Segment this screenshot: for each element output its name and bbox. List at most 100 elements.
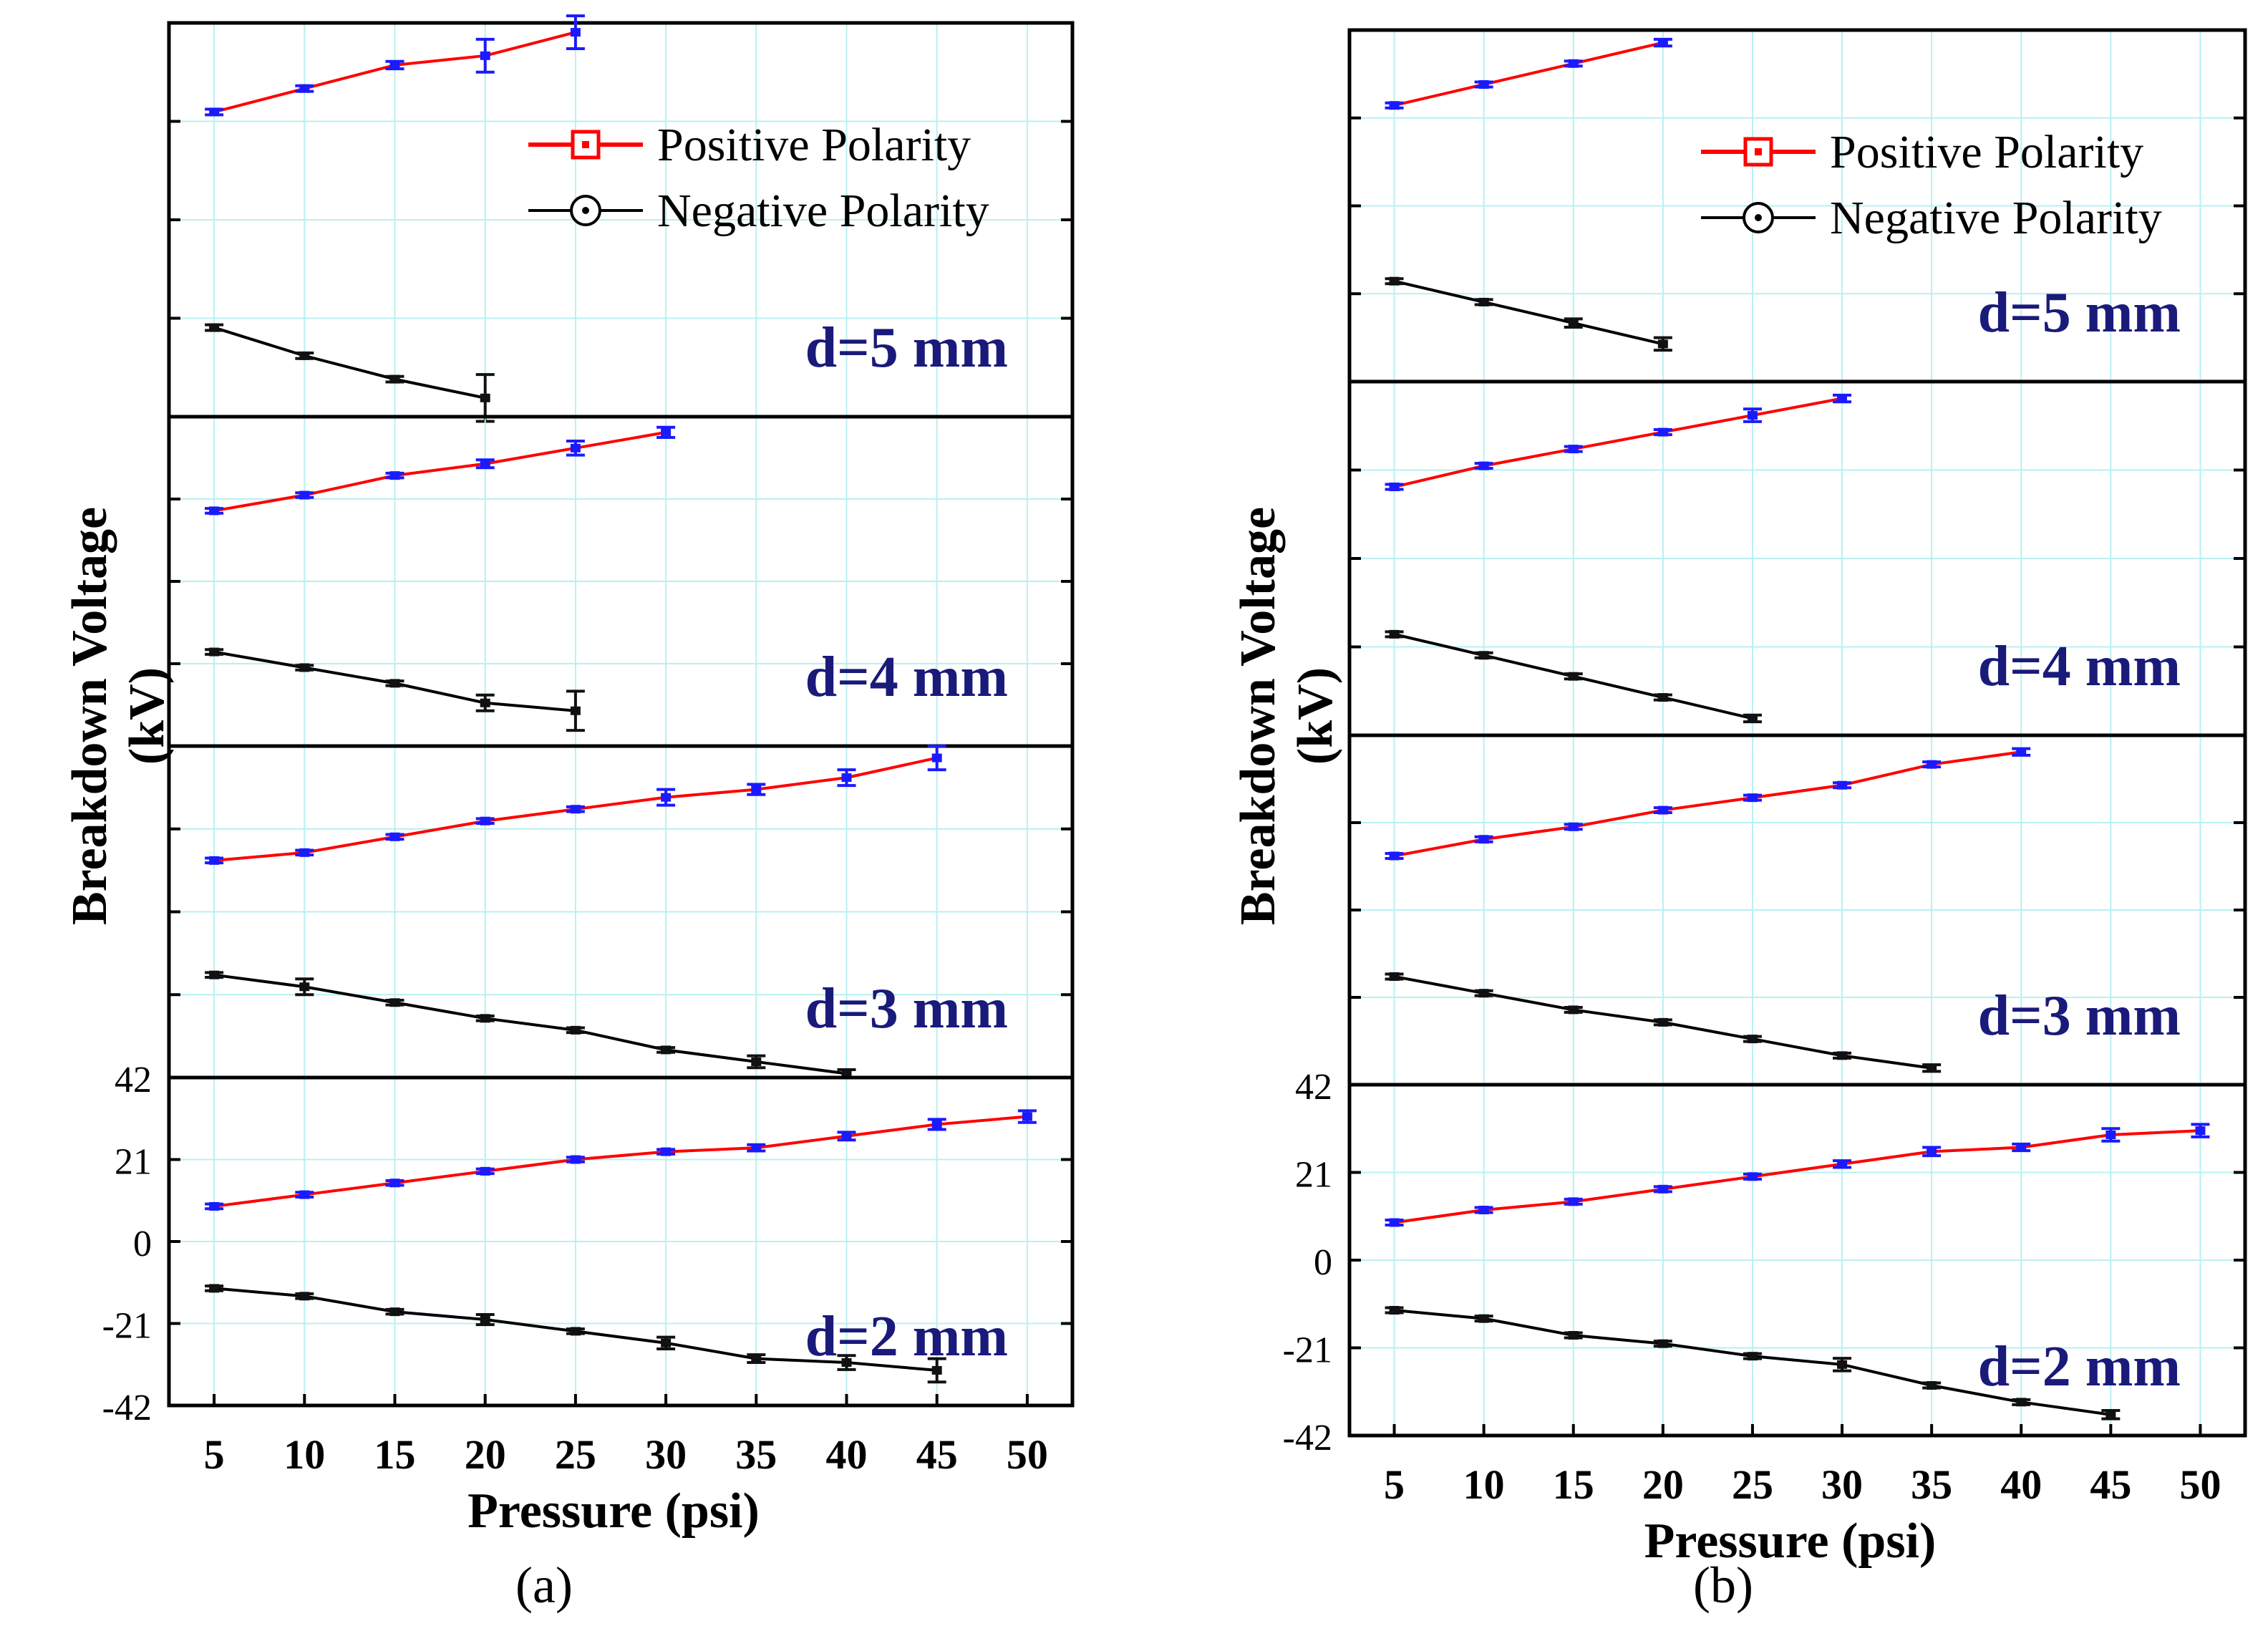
data-point: [1385, 101, 1404, 110]
marker: [1657, 1339, 1668, 1348]
data-point: [1564, 672, 1583, 681]
negative-series: [1385, 1306, 2121, 1421]
x-tick-label: 25: [1732, 1461, 1773, 1508]
marker: [1389, 101, 1400, 110]
marker: [389, 679, 400, 688]
marker: [299, 982, 310, 992]
data-point: [205, 1201, 224, 1211]
marker: [480, 698, 490, 707]
y-tick-label: 0: [1314, 1242, 1332, 1283]
y-tick-label: -42: [1283, 1418, 1332, 1458]
marker: [1389, 1306, 1400, 1315]
data-point: [656, 1335, 676, 1350]
x-tick-label: 30: [1821, 1461, 1863, 1508]
marker: [299, 351, 310, 360]
data-point: [1833, 1159, 1852, 1169]
distance-label: d=3 mm: [805, 977, 1008, 1040]
marker: [1389, 276, 1400, 286]
marker: [1478, 651, 1489, 660]
marker: [480, 51, 490, 60]
marker: [209, 970, 220, 979]
marker: [841, 1069, 852, 1078]
marker: [1568, 672, 1579, 681]
data-point: [1564, 59, 1583, 68]
marker: [841, 773, 852, 783]
data-point: [566, 439, 585, 457]
panel-d-5-mm: d=5 mm Positive Polarity Negative Polarity: [1347, 28, 2247, 384]
data-point: [566, 1025, 585, 1035]
marker: [1478, 835, 1489, 844]
data-point: [656, 1147, 676, 1156]
marker: [1837, 1051, 1848, 1060]
marker: [1657, 339, 1668, 349]
data-point: [927, 1118, 946, 1131]
marker: [1389, 972, 1400, 981]
data-point: [747, 1143, 766, 1153]
distance-label: d=3 mm: [1978, 984, 2181, 1047]
data-point: [1474, 79, 1493, 89]
marker: [480, 1014, 490, 1023]
x-tick-label: 5: [204, 1431, 225, 1478]
data-point: [1743, 1172, 1762, 1181]
series-line: [1394, 1129, 2201, 1224]
data-point: [205, 970, 224, 979]
series-line: [1394, 397, 1843, 488]
y-tick-label: -21: [102, 1306, 152, 1347]
data-point: [295, 84, 314, 93]
marker: [1478, 461, 1489, 470]
data-point: [747, 1353, 766, 1365]
data-point: [566, 689, 585, 732]
x-tick-label: 50: [2179, 1461, 2221, 1508]
data-point: [837, 1131, 856, 1142]
panel-d-2-mm: -42 -21 0 21 42 d=2 mm: [1283, 1067, 2247, 1458]
data-point: [295, 1190, 314, 1199]
positive-series: [205, 425, 676, 516]
data-point: [566, 1327, 585, 1336]
marker: [661, 1147, 672, 1156]
legend-label-negative: Negative Polarity: [657, 185, 989, 237]
marker: [389, 471, 400, 480]
data-point: [1564, 317, 1583, 329]
data-point: [295, 848, 314, 857]
data-point: [1833, 1051, 1852, 1060]
data-point: [385, 1179, 404, 1188]
marker: [1568, 445, 1579, 454]
data-point: [1017, 1109, 1037, 1124]
data-point: [1922, 1146, 1942, 1158]
marker: [1478, 79, 1489, 89]
data-point: [1564, 822, 1583, 831]
data-point: [1743, 1352, 1762, 1361]
x-axis-label: Pressure (psi): [467, 1484, 760, 1539]
series-line: [1394, 41, 1664, 107]
data-point: [566, 805, 585, 814]
marker: [1478, 1206, 1489, 1214]
data-point: [656, 788, 676, 807]
marker: [661, 427, 672, 437]
data-point: [475, 37, 495, 74]
data-point: [295, 1292, 314, 1301]
marker: [931, 1120, 942, 1129]
marker: [299, 663, 310, 672]
panel-d-3-mm: d=3 mm: [167, 744, 1075, 1080]
x-tick-label: 35: [1911, 1461, 1952, 1508]
data-point: [1385, 483, 1404, 492]
data-point: [656, 425, 676, 440]
negative-series: [205, 970, 856, 1079]
data-point: [1743, 793, 1762, 803]
marker: [1657, 1184, 1668, 1194]
marker: [299, 848, 310, 857]
data-point: [656, 1045, 676, 1055]
marker: [299, 490, 310, 500]
marker: [389, 1179, 400, 1188]
marker: [570, 1327, 581, 1336]
marker: [209, 1201, 220, 1211]
data-point: [475, 458, 495, 470]
marker: [389, 1307, 400, 1317]
figure-label: (b): [1693, 1557, 1753, 1614]
marker: [1657, 427, 1668, 437]
marker: [480, 1315, 490, 1325]
distance-label: d=2 mm: [1978, 1335, 2181, 1398]
marker: [1747, 793, 1758, 803]
x-tick-label: 45: [2090, 1461, 2131, 1508]
marker: [480, 1166, 490, 1176]
